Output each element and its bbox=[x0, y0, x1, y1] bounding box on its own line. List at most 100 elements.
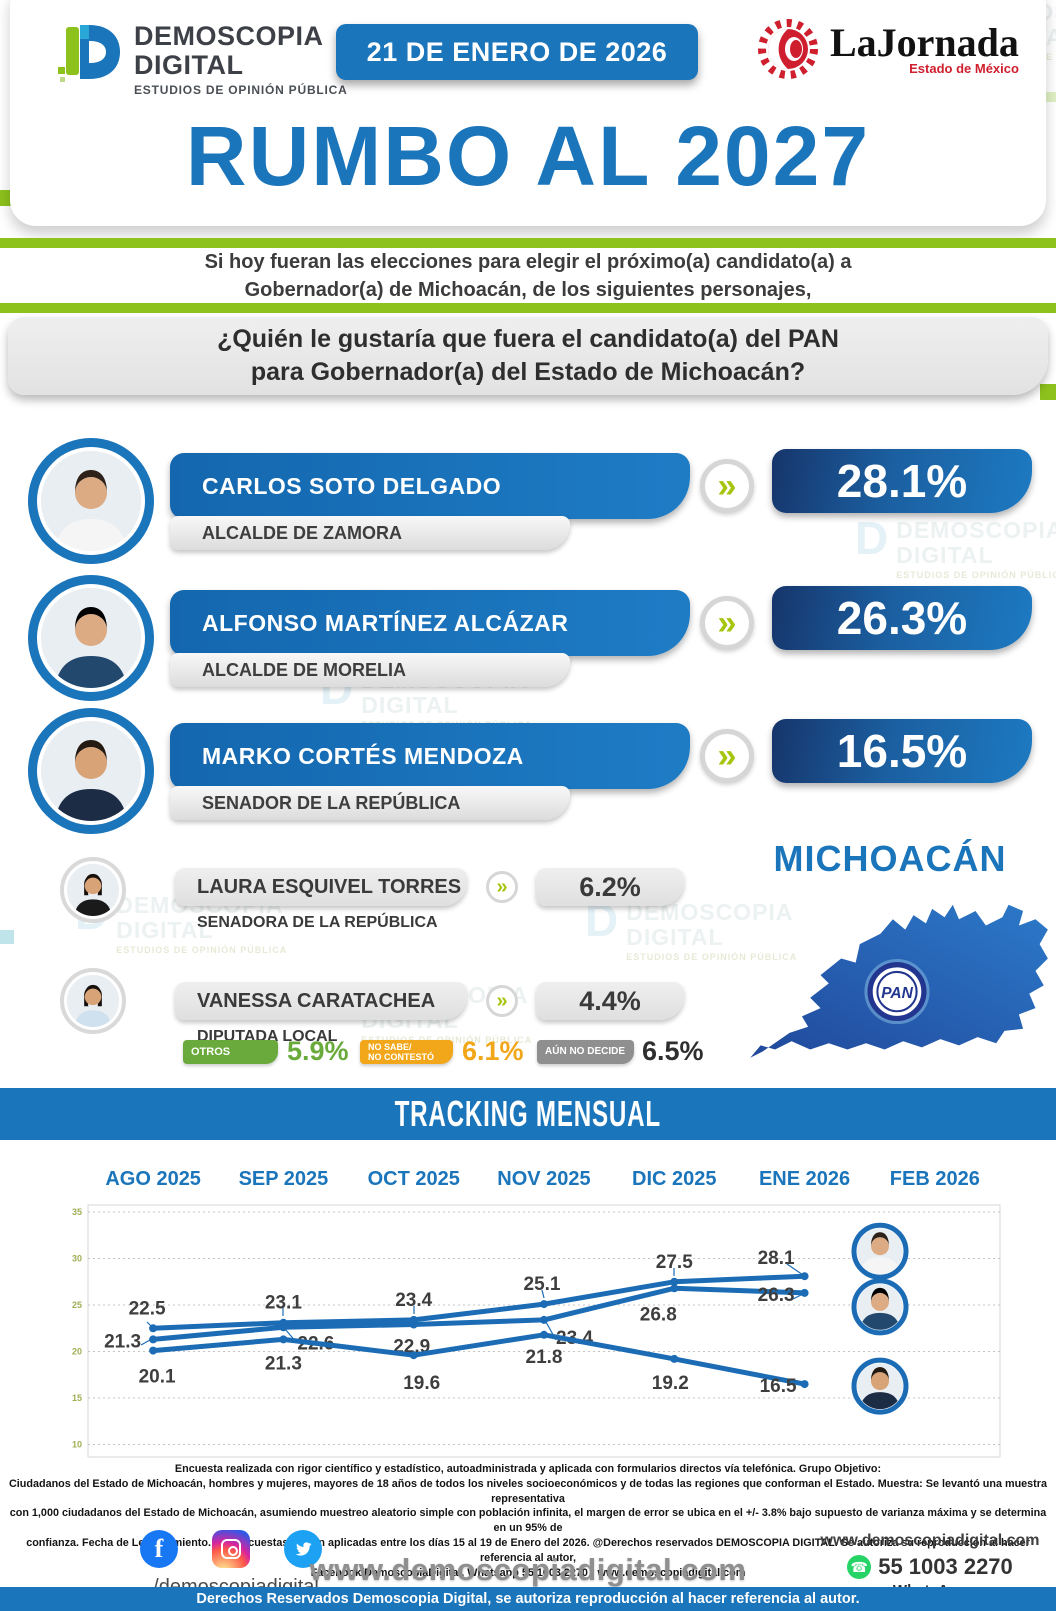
svg-text:16.5: 16.5 bbox=[760, 1376, 797, 1397]
tracking-chart: 35 30 25 20 15 10 22.5 23.1 23.4 25.1 27.5 28.1 21.3… bbox=[72, 1204, 1001, 1458]
candidate-role-bar: SENADOR DE LA REPÚBLICA bbox=[170, 786, 570, 820]
website-watermark: www.demoscopiadigital.com bbox=[309, 1552, 747, 1587]
candidate-percentage: 6.2% bbox=[536, 868, 684, 906]
chevron-icon: » bbox=[700, 729, 754, 783]
intro-line1: Si hoy fueran las elecciones para elegir… bbox=[204, 251, 852, 273]
nosabe-label-line1: NO SABE/ bbox=[368, 1042, 412, 1052]
candidate-percentage: 26.3% bbox=[772, 586, 1032, 650]
chevron-icon: » bbox=[700, 459, 754, 513]
michoacan-map: PAN bbox=[750, 904, 1048, 1058]
month-label: SEP 2025 bbox=[238, 1168, 329, 1190]
chart-candidate-avatar bbox=[851, 1222, 909, 1280]
candidate-percentage: 4.4% bbox=[536, 982, 684, 1020]
watermark-d-icon: D bbox=[855, 512, 889, 564]
candidate-name-bar: MARKO CORTÉS MENDOZA bbox=[170, 723, 690, 789]
aunnodecide-percentage: 6.5% bbox=[642, 1036, 704, 1066]
question-box: ¿Quién le gustaría que fuera el candidat… bbox=[8, 317, 1048, 395]
header-card: DEMOSCOPIA DIGITAL ESTUDIOS DE OPINIÓN P… bbox=[10, 0, 1046, 226]
facebook-icon[interactable]: f bbox=[140, 1530, 178, 1568]
otros-percentage: 5.9% bbox=[287, 1036, 349, 1066]
chevron-icon: » bbox=[700, 596, 754, 650]
pan-logo: PAN bbox=[864, 959, 930, 1025]
instagram-icon[interactable] bbox=[212, 1530, 250, 1568]
methodology-line: Facebook/DemoscopiaDigital, Whatsapp 55 … bbox=[310, 1566, 746, 1579]
copyright-text: Derechos Reservados Demoscopia Digital, … bbox=[196, 1591, 860, 1607]
chart-month-labels: AGO 2025 SEP 2025 OCT 2025 NOV 2025 DIC 2025… bbox=[88, 1168, 1000, 1191]
demoscopia-logo-icon bbox=[58, 24, 120, 82]
demoscopia-logo-text: DEMOSCOPIA DIGITAL ESTUDIOS DE OPINIÓN P… bbox=[134, 21, 348, 98]
candidate-role-bar: ALCALDE DE ZAMORA bbox=[170, 516, 570, 550]
whatsapp-number[interactable]: 55 1003 2270 bbox=[878, 1554, 1013, 1579]
tracking-title: TRACKING MENSUAL bbox=[394, 1092, 662, 1135]
candidate-name-bar: ALFONSO MARTÍNEZ ALCÁZAR bbox=[170, 590, 690, 656]
otros-label: OTROS bbox=[191, 1045, 231, 1058]
month-label: FEB 2026 bbox=[889, 1168, 980, 1190]
intro-text: Si hoy fueran las elecciones para elegir… bbox=[0, 248, 1056, 304]
logo-tagline: ESTUDIOS DE OPINIÓN PÚBLICA bbox=[134, 83, 348, 97]
svg-text:23.4: 23.4 bbox=[395, 1290, 432, 1311]
nosabe-label-line2: NO CONTESTÓ bbox=[368, 1052, 435, 1062]
state-title: MICHOACÁN bbox=[773, 838, 1007, 879]
lajornada-sun-icon bbox=[758, 19, 818, 79]
month-label: DIC 2025 bbox=[632, 1168, 717, 1190]
tracking-banner: TRACKING MENSUAL bbox=[0, 1088, 1056, 1140]
svg-text:15: 15 bbox=[72, 1393, 82, 1403]
chart-candidate-avatar bbox=[851, 1278, 909, 1336]
aunnodecide-label: AÚN NO DECIDE bbox=[545, 1046, 626, 1057]
svg-text:20: 20 bbox=[72, 1347, 82, 1357]
twitter-icon[interactable] bbox=[284, 1530, 322, 1568]
svg-text:19.2: 19.2 bbox=[652, 1373, 689, 1394]
otros-badge: OTROS bbox=[183, 1040, 278, 1064]
chevron-icon: » bbox=[486, 985, 518, 1017]
twitter-bird-icon bbox=[295, 1542, 312, 1556]
svg-text:27.5: 27.5 bbox=[656, 1252, 693, 1273]
question-line2: para Gobernador(a) del Estado de Michoac… bbox=[250, 358, 806, 386]
logo-word1: DEMOSCOPIA bbox=[134, 21, 324, 51]
svg-text:28.1: 28.1 bbox=[758, 1248, 795, 1269]
methodology-line: Encuesta realizada con rigor científico … bbox=[174, 1463, 882, 1475]
candidate-name-bar: CARLOS SOTO DELGADO bbox=[170, 453, 690, 519]
svg-text:35: 35 bbox=[72, 1207, 82, 1217]
chevron-icon: » bbox=[486, 871, 518, 903]
methodology-text: Encuesta realizada con rigor científico … bbox=[8, 1462, 1048, 1580]
svg-text:25.1: 25.1 bbox=[524, 1274, 561, 1295]
website-link[interactable]: www.demoscopiadigital.com bbox=[820, 1532, 1040, 1549]
copyright-bar: Derechos Reservados Demoscopia Digital, … bbox=[0, 1587, 1056, 1611]
candidate-role-bar: ALCALDE DE MORELIA bbox=[170, 653, 570, 687]
lajornada-name: LaJornada bbox=[830, 19, 1019, 65]
lajornada-logo: LaJornada Estado de México bbox=[758, 16, 1019, 82]
methodology-line: con 1,000 ciudadanos del Estado de Micho… bbox=[9, 1507, 1047, 1535]
candidate-photo bbox=[28, 438, 154, 564]
green-divider-bottom bbox=[0, 303, 1056, 313]
aunnodecide-badge: AÚN NO DECIDE bbox=[537, 1040, 634, 1064]
svg-text:26.8: 26.8 bbox=[640, 1304, 677, 1325]
chart-candidate-avatar bbox=[851, 1357, 909, 1415]
svg-text:19.6: 19.6 bbox=[403, 1373, 440, 1394]
nosabe-percentage: 6.1% bbox=[462, 1036, 524, 1066]
decorative-square bbox=[0, 930, 14, 944]
svg-text:26.3: 26.3 bbox=[758, 1285, 795, 1306]
candidate-photo bbox=[60, 968, 126, 1034]
candidate-percentage: 28.1% bbox=[772, 449, 1032, 513]
month-label: AGO 2025 bbox=[105, 1168, 201, 1190]
candidate-photo bbox=[28, 708, 154, 834]
svg-text:20.1: 20.1 bbox=[139, 1367, 176, 1388]
lajornada-region: Estado de México bbox=[909, 60, 1019, 76]
nosabe-badge: NO SABE/ NO CONTESTÓ bbox=[360, 1040, 453, 1064]
svg-text:22.5: 22.5 bbox=[129, 1298, 166, 1319]
svg-text:21.8: 21.8 bbox=[526, 1347, 563, 1368]
month-label: NOV 2025 bbox=[497, 1168, 591, 1190]
watermark-d-icon: D bbox=[585, 894, 619, 946]
question-line1: ¿Quién le gustaría que fuera el candidat… bbox=[217, 325, 839, 353]
intro-line2: Gobernador(a) de Michoacán, de los sigui… bbox=[244, 279, 812, 301]
pan-logo-text: PAN bbox=[881, 985, 913, 1002]
demoscopia-logo: DEMOSCOPIA DIGITAL ESTUDIOS DE OPINIÓN P… bbox=[58, 22, 348, 97]
svg-text:23.1: 23.1 bbox=[265, 1293, 302, 1314]
decorative-square bbox=[1040, 384, 1056, 400]
methodology-line: confianza. Fecha de Levantamiento. Las e… bbox=[26, 1536, 1030, 1564]
green-divider-top bbox=[0, 238, 1056, 248]
candidate-photo bbox=[60, 857, 126, 923]
page-title: RUMBO AL 2027 bbox=[185, 109, 871, 203]
